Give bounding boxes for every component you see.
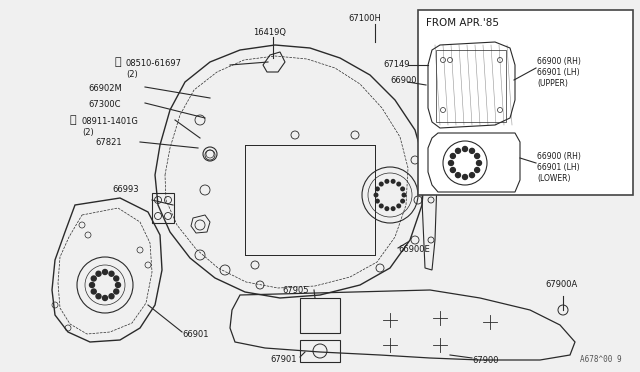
Circle shape (449, 160, 454, 166)
Circle shape (96, 294, 101, 299)
Text: 66902M: 66902M (88, 84, 122, 93)
Circle shape (400, 186, 405, 192)
Circle shape (451, 167, 456, 173)
Circle shape (390, 179, 396, 184)
Text: 66901 (LH): 66901 (LH) (537, 163, 580, 172)
Bar (152, 193, 174, 223)
Bar (300, 298, 340, 333)
Circle shape (385, 206, 389, 211)
Text: 66900: 66900 (390, 76, 417, 85)
Circle shape (374, 192, 378, 198)
Text: 67821: 67821 (95, 138, 122, 147)
Circle shape (92, 276, 96, 281)
Bar (300, 340, 340, 362)
Circle shape (375, 186, 380, 192)
Text: 08510-61697: 08510-61697 (126, 59, 182, 68)
Circle shape (400, 199, 405, 203)
Circle shape (90, 282, 95, 288)
Circle shape (114, 289, 119, 294)
Text: 67100H: 67100H (348, 14, 381, 23)
Text: 67300C: 67300C (88, 100, 120, 109)
Text: Ⓢ: Ⓢ (115, 57, 122, 67)
Text: (2): (2) (126, 70, 138, 79)
Circle shape (109, 294, 114, 299)
Text: 66993: 66993 (112, 185, 139, 194)
Circle shape (477, 160, 481, 166)
Text: 66901: 66901 (182, 330, 209, 339)
Circle shape (470, 173, 474, 177)
Bar (418, 10, 633, 195)
Circle shape (401, 192, 406, 198)
Circle shape (396, 182, 401, 186)
Circle shape (379, 182, 384, 186)
Text: 67900: 67900 (472, 356, 499, 365)
Circle shape (463, 174, 467, 180)
Circle shape (463, 147, 467, 151)
Text: 66900E: 66900E (398, 245, 429, 254)
Text: (2): (2) (82, 128, 93, 137)
Circle shape (456, 173, 461, 177)
Circle shape (379, 203, 384, 208)
Bar (436, 50, 506, 122)
Circle shape (102, 269, 108, 275)
Circle shape (96, 271, 101, 276)
Circle shape (385, 179, 389, 184)
Circle shape (114, 276, 119, 281)
Circle shape (475, 154, 479, 158)
Circle shape (456, 148, 461, 153)
Circle shape (92, 289, 96, 294)
Text: 67900A: 67900A (545, 280, 577, 289)
Circle shape (451, 154, 456, 158)
Text: 67905: 67905 (282, 286, 308, 295)
Text: 08911-1401G: 08911-1401G (82, 117, 139, 126)
Text: 66901 (LH): 66901 (LH) (537, 68, 580, 77)
Circle shape (102, 295, 108, 301)
Circle shape (475, 167, 479, 173)
Text: 67149: 67149 (383, 60, 410, 69)
Text: 66900 (RH): 66900 (RH) (537, 57, 581, 66)
Text: (UPPER): (UPPER) (537, 79, 568, 88)
Circle shape (390, 206, 396, 211)
Text: FROM APR.'85: FROM APR.'85 (426, 18, 499, 28)
Circle shape (396, 203, 401, 208)
Circle shape (115, 282, 120, 288)
Circle shape (470, 148, 474, 153)
Circle shape (375, 199, 380, 203)
Text: 66900 (RH): 66900 (RH) (537, 152, 581, 161)
Text: 67901: 67901 (270, 355, 296, 364)
Circle shape (109, 271, 114, 276)
Text: (LOWER): (LOWER) (537, 174, 570, 183)
Text: A678^00 9: A678^00 9 (580, 355, 622, 364)
Text: 16419Q: 16419Q (253, 28, 286, 37)
Bar (245, 145, 375, 255)
Text: Ⓝ: Ⓝ (70, 115, 76, 125)
